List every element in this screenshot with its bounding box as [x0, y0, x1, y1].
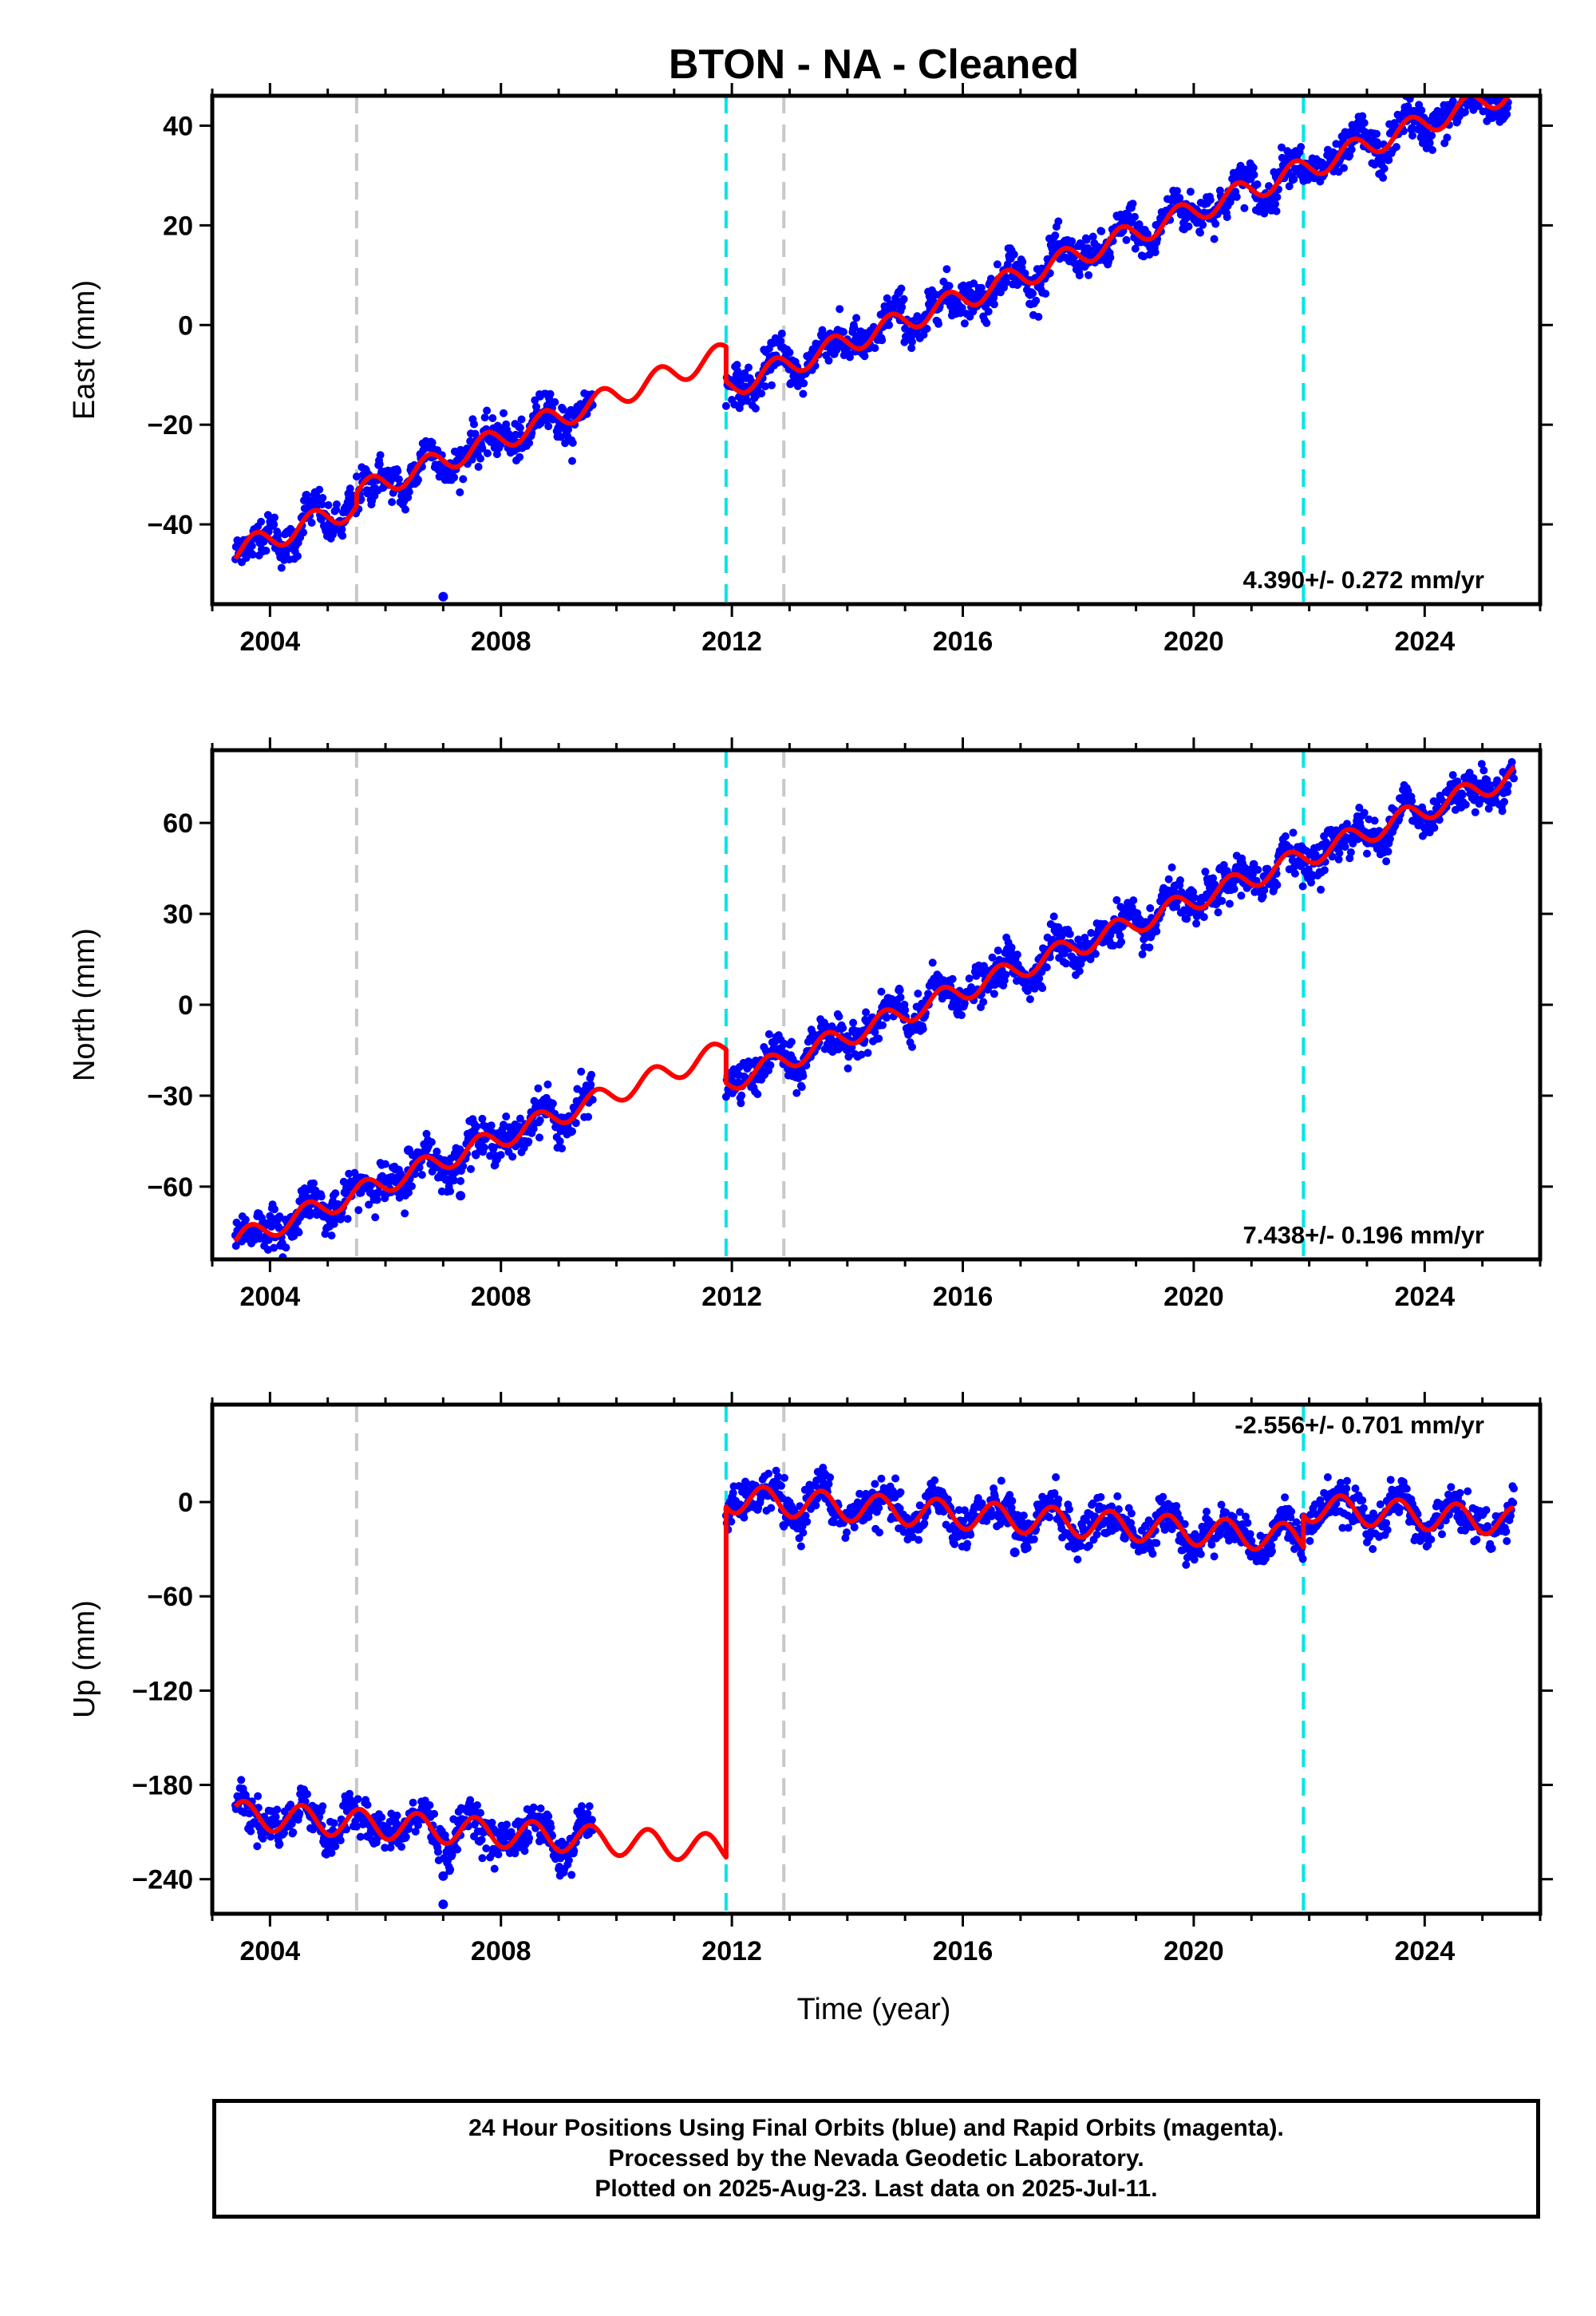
north-y-tick-label-60: 60 [163, 808, 193, 839]
up-y-tick-label-0: 0 [178, 1488, 193, 1518]
east-y-tick-label-40: 40 [163, 111, 193, 141]
north-y-tick-label--60: −60 [147, 1172, 193, 1203]
up-x-tick-label-2004: 2004 [240, 1936, 301, 1966]
east-y-axis-label: East (mm) [68, 280, 101, 420]
footer-line-3: Plotted on 2025-Aug-23. Last data on 202… [595, 2176, 1158, 2202]
east-data-point-cloud [231, 96, 1512, 572]
up-x-tick-label-2012: 2012 [701, 1936, 762, 1966]
up-y-axis-label: Up (mm) [68, 1600, 101, 1718]
up-data-points [231, 1464, 1518, 1910]
north-data-points [231, 757, 1518, 1259]
up-frame [210, 1402, 1543, 1916]
north-x-tick-label-2012: 2012 [701, 1282, 762, 1312]
east-frame [210, 93, 1543, 607]
east-y-tick-label--20: −20 [147, 410, 193, 441]
figure-title: BTON - NA - Cleaned [669, 41, 1079, 88]
east-outlier-point-0 [438, 591, 448, 602]
up-y-tick-label--240: −240 [132, 1865, 193, 1895]
up-y-tick-label--120: −120 [132, 1676, 193, 1706]
footer-box: 24 Hour Positions Using Final Orbits (bl… [212, 2099, 1540, 2219]
panel-up: 2004 2008 2012 2016 2020 2024 −240 −180 −120 −60 0… [68, 1392, 1553, 1966]
east-x-tick-label-2020: 2020 [1163, 626, 1224, 657]
north-rate-label: 7.438+/- 0.196 mm/yr [1243, 1221, 1484, 1249]
up-outlier-point-2 [1009, 1547, 1020, 1558]
north-x-tick-label-2004: 2004 [240, 1282, 301, 1312]
up-model-line [233, 1484, 1516, 1863]
east-data-points [231, 96, 1512, 602]
east-x-tick-label-2016: 2016 [933, 626, 994, 657]
up-y-tick-label--180: −180 [132, 1771, 193, 1801]
north-outlier-point-0 [403, 1145, 413, 1156]
north-y-tick-label-0: 0 [178, 990, 193, 1021]
east-model-line [233, 96, 1511, 560]
up-x-tick-label-2020: 2020 [1163, 1936, 1224, 1966]
east-y-tick-label-0: 0 [178, 310, 193, 341]
north-x-tick-label-2024: 2024 [1394, 1282, 1455, 1312]
north-y-tick-label--30: −30 [147, 1081, 193, 1112]
x-axis-label: Time (year) [797, 1993, 951, 2026]
up-y-tick-label--60: −60 [147, 1582, 193, 1612]
east-y-tick-label--40: −40 [147, 510, 193, 540]
up-x-tick-label-2016: 2016 [933, 1936, 994, 1966]
up-outlier-point-1 [438, 1899, 448, 1910]
east-y-tick-label-20: 20 [163, 211, 193, 241]
east-rate-label: 4.390+/- 0.272 mm/yr [1243, 566, 1484, 594]
north-model-line [233, 765, 1516, 1243]
north-data-point-cloud [231, 757, 1518, 1259]
north-y-axis-label: North (mm) [68, 928, 101, 1081]
east-x-tick-label-2004: 2004 [240, 626, 301, 657]
panel-north: 2004 2008 2012 2016 2020 2024 −60 −30 0 30 60 North… [68, 737, 1553, 1312]
east-x-tick-label-2012: 2012 [701, 626, 762, 657]
footer-line-2: Processed by the Nevada Geodetic Laborat… [608, 2145, 1144, 2172]
north-x-tick-label-2008: 2008 [471, 1282, 531, 1312]
panels: 2004 2008 2012 2016 2020 2024 −40 −20 0 20 40 East … [68, 83, 1553, 1966]
east-x-tick-label-2024: 2024 [1394, 626, 1455, 657]
north-x-tick-label-2016: 2016 [933, 1282, 994, 1312]
north-x-tick-label-2020: 2020 [1163, 1282, 1224, 1312]
north-outlier-point-1 [456, 1191, 466, 1201]
up-outlier-point-0 [438, 1871, 448, 1881]
panel-east: 2004 2008 2012 2016 2020 2024 −40 −20 0 20 40 East … [68, 83, 1553, 657]
up-x-tick-label-2024: 2024 [1394, 1936, 1455, 1966]
north-y-tick-label-30: 30 [163, 899, 193, 930]
up-rate-label: -2.556+/- 0.701 mm/yr [1235, 1411, 1484, 1439]
east-x-tick-label-2008: 2008 [471, 626, 531, 657]
up-x-tick-label-2008: 2008 [471, 1936, 531, 1966]
footer-line-1: 24 Hour Positions Using Final Orbits (bl… [468, 2115, 1284, 2141]
